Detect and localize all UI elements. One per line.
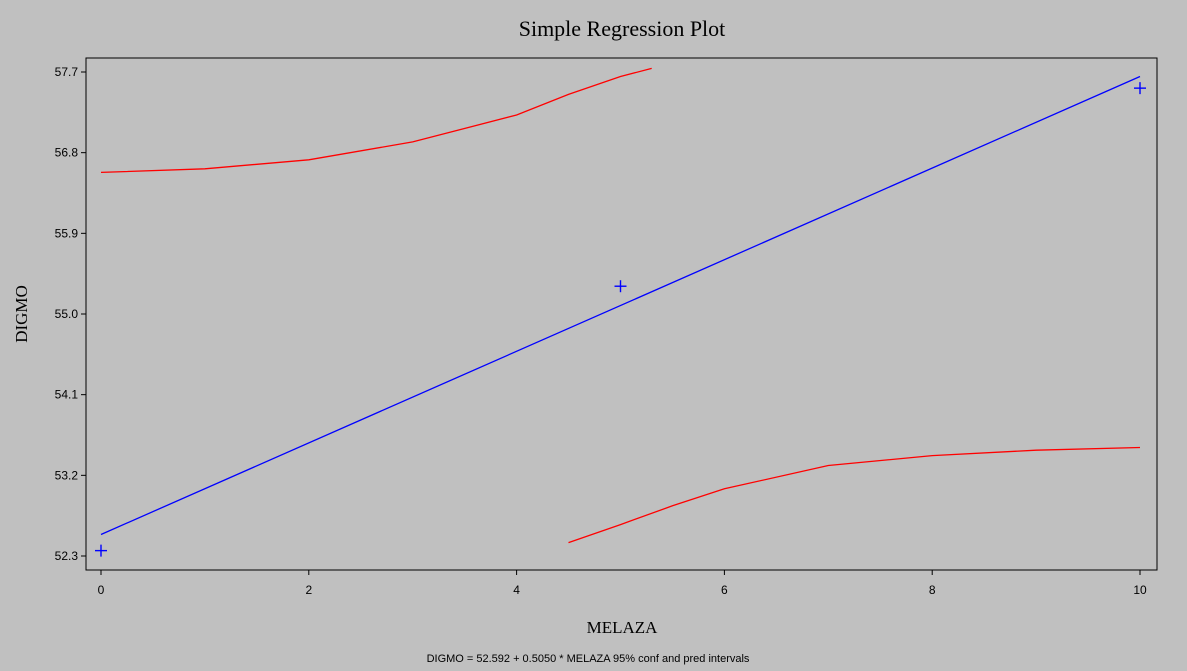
upper-interval-line — [100, 67, 652, 174]
y-axis: 52.3 53.2 54.1 55.0 55.9 56.8 57.7 — [55, 65, 86, 563]
y-tick-label: 55.0 — [55, 307, 79, 321]
y-tick-label: 56.8 — [55, 146, 79, 160]
data-point — [1134, 82, 1146, 95]
x-tick-label: 10 — [1133, 583, 1147, 597]
lower-interval-line — [568, 446, 1141, 544]
x-tick-label: 2 — [305, 583, 312, 597]
regression-line — [100, 75, 1141, 536]
data-point — [95, 544, 107, 557]
x-tick-label: 6 — [721, 583, 728, 597]
data-point — [614, 280, 627, 293]
x-axis-label: MELAZA — [587, 618, 659, 637]
y-tick-label: 52.3 — [55, 549, 79, 563]
x-tick-label: 4 — [513, 583, 520, 597]
y-tick-label: 57.7 — [55, 65, 79, 79]
regression-footnote: DIGMO = 52.592 + 0.5050 * MELAZA 95% con… — [427, 653, 750, 665]
y-tick-label: 53.2 — [55, 468, 79, 482]
y-axis-label: DIGMO — [12, 285, 31, 343]
series-layer — [95, 67, 1146, 557]
plot-frame — [85, 57, 1158, 571]
x-tick-label: 0 — [98, 583, 105, 597]
y-tick-label: 54.1 — [55, 388, 79, 402]
x-tick-label: 8 — [929, 583, 936, 597]
chart-title: Simple Regression Plot — [519, 16, 726, 41]
y-tick-label: 55.9 — [55, 226, 79, 240]
x-axis: 0 2 4 6 8 10 — [98, 570, 1147, 597]
